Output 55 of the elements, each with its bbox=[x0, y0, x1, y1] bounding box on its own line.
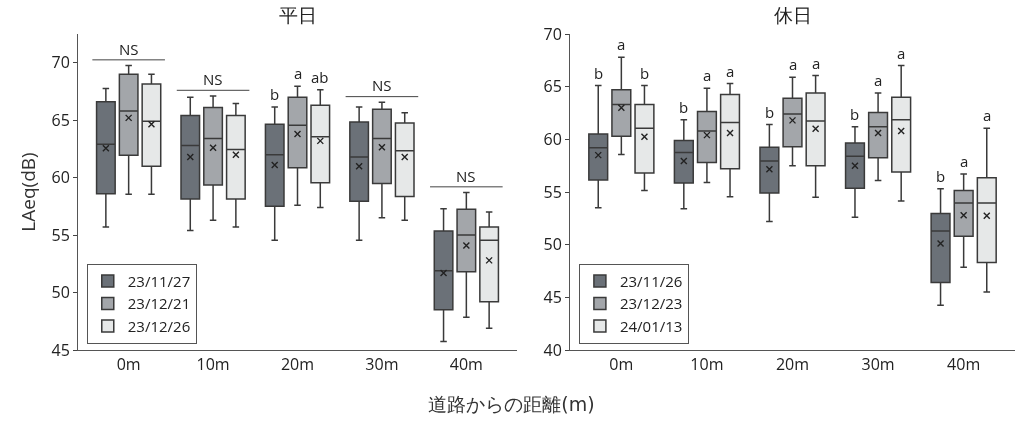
y-tick-label: 55 bbox=[543, 180, 562, 203]
annotation: a bbox=[960, 151, 969, 171]
x-tick-label: 10m bbox=[196, 353, 230, 376]
y-tick-label: 50 bbox=[51, 281, 70, 304]
annotation: a bbox=[983, 105, 992, 125]
legend-label: 23/12/21 bbox=[127, 293, 191, 314]
x-axis-title: 道路からの距離(m) bbox=[427, 392, 596, 417]
x-tick-label: 40m bbox=[947, 353, 981, 376]
annotation: b bbox=[270, 84, 280, 104]
annotation: b bbox=[640, 63, 650, 83]
x-tick-label: 20m bbox=[280, 353, 315, 376]
y-tick-label: 45 bbox=[51, 338, 70, 361]
annotation: b bbox=[850, 104, 860, 124]
x-tick-label: 0m bbox=[609, 353, 634, 376]
legend-label: 23/12/23 bbox=[619, 293, 683, 314]
annotation: b bbox=[594, 63, 604, 83]
annotation: ab bbox=[311, 67, 329, 87]
y-tick-label: 40 bbox=[543, 338, 562, 361]
annotation: NS bbox=[203, 69, 223, 89]
y-tick-label: 50 bbox=[543, 233, 562, 256]
legend-label: 23/11/26 bbox=[619, 270, 683, 291]
y-tick-label: 70 bbox=[51, 51, 70, 74]
annotation: a bbox=[897, 43, 906, 63]
y-tick-label: 60 bbox=[543, 127, 562, 150]
chart-title: 平日 bbox=[279, 2, 317, 28]
annotation: a bbox=[874, 70, 883, 90]
x-tick-label: 0m bbox=[116, 353, 141, 376]
x-tick-label: 10m bbox=[690, 353, 724, 376]
chart-title: 休日 bbox=[774, 2, 812, 28]
annotation: NS bbox=[119, 39, 139, 59]
annotation: NS bbox=[372, 75, 392, 95]
x-tick-label: 30m bbox=[861, 353, 895, 376]
annotation: b bbox=[679, 97, 689, 117]
annotation: b bbox=[765, 102, 775, 122]
y-tick-label: 45 bbox=[543, 285, 562, 308]
y-tick-label: 60 bbox=[51, 166, 70, 189]
annotation: b bbox=[936, 166, 946, 186]
legend-label: 24/01/13 bbox=[619, 315, 683, 336]
x-tick-label: 20m bbox=[775, 353, 810, 376]
legend-label: 23/12/26 bbox=[127, 315, 191, 336]
annotation: NS bbox=[456, 166, 476, 186]
y-tick-label: 65 bbox=[543, 75, 562, 98]
annotation: a bbox=[726, 61, 735, 81]
annotation: a bbox=[703, 65, 712, 85]
annotation: a bbox=[789, 54, 798, 74]
y-tick-label: 55 bbox=[51, 223, 70, 246]
y-axis-title: LAeq(dB) bbox=[15, 152, 42, 232]
y-tick-label: 70 bbox=[543, 22, 562, 45]
legend-label: 23/11/27 bbox=[127, 270, 191, 291]
annotation: a bbox=[294, 63, 303, 83]
annotation: a bbox=[617, 34, 626, 54]
annotation: a bbox=[812, 53, 821, 73]
x-tick-label: 40m bbox=[449, 353, 483, 376]
y-tick-label: 65 bbox=[51, 108, 70, 131]
x-tick-label: 30m bbox=[365, 353, 399, 376]
